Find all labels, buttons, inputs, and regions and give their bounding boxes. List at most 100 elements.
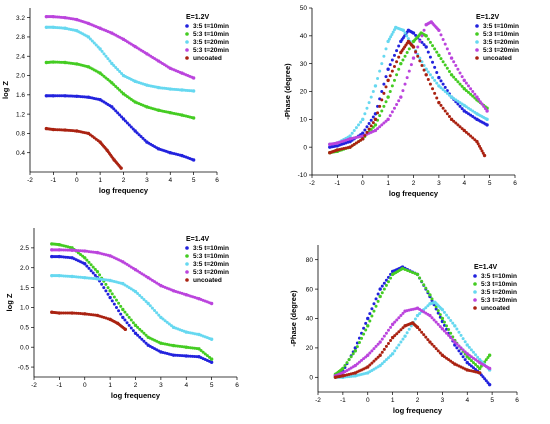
legend-marker [185,48,189,52]
data-point-interp [405,331,409,335]
data-point-interp [364,321,368,325]
data-point-interp [114,109,118,113]
x-axis-label: log frequency [99,186,149,195]
data-point [390,335,395,340]
data-point-interp [439,103,443,107]
data-point-interp [416,45,420,49]
data-point-interp [443,109,447,113]
data-point-interp [110,299,114,303]
data-point-interp [405,51,409,55]
data-point-interp [370,307,374,311]
data-point-interp [388,63,392,67]
data-point-interp [64,311,68,315]
data-point-interp [144,300,148,304]
data-point-interp [118,70,122,74]
data-point-interp [116,68,120,71]
data-point-interp [350,131,354,135]
data-point-interp [471,350,475,354]
data-point-interp [390,58,394,62]
data-point-interp [112,295,116,299]
data-point [411,31,416,35]
series-5 [328,39,487,158]
data-point-interp [399,328,403,332]
legend-entry: 3:5 t=20min [483,39,519,46]
data-point-interp [461,348,465,352]
data-point-interp [458,125,462,129]
data-point-interp [374,357,378,361]
data-point-interp [397,55,401,59]
x-tick-label: -1 [56,382,62,389]
data-point-interp [127,323,131,327]
data-point-interp [418,328,422,332]
data-point-interp [347,358,351,362]
data-point-interp [403,268,407,271]
data-point-interp [436,311,440,315]
data-point-interp [108,59,112,63]
legend-marker [185,40,189,44]
data-point [353,349,358,353]
data-point-interp [343,364,347,368]
data-point [487,366,492,371]
data-point-interp [362,357,366,361]
data-point-interp [467,357,471,361]
data-point-interp [439,86,443,90]
data-point-interp [376,127,380,131]
data-point-interp [456,123,460,127]
data-point-interp [384,75,388,79]
data-point-interp [369,118,373,122]
data-point [197,347,201,351]
data-point-interp [79,252,83,256]
data-point-interp [392,64,396,68]
data-point-interp [382,360,386,364]
data-point-interp [384,358,388,362]
data-point-interp [452,96,456,100]
data-point-interp [397,330,401,334]
data-point-interp [362,332,366,336]
legend-marker [475,24,479,28]
data-point [475,139,479,144]
data-point-interp [120,115,124,119]
series-2 [333,266,492,377]
data-point [123,327,128,332]
legend-title: E=1.4V [186,236,209,243]
data-point-interp [140,296,144,300]
data-point-interp [368,319,372,323]
data-point [477,371,482,375]
data-point [437,75,441,80]
data-point-interp [422,43,426,47]
data-point-interp [144,341,148,345]
data-point-interp [363,134,367,138]
data-point-interp [117,309,121,313]
data-point-interp [376,104,380,108]
data-point-interp [447,358,451,362]
data-point-interp [474,353,478,357]
data-point-interp [384,119,388,123]
x-tick-label: 3 [145,177,149,184]
data-point-interp [382,347,386,351]
data-point-interp [455,327,459,331]
data-point-interp [378,69,382,73]
data-point-interp [155,311,159,315]
data-point-interp [409,63,413,67]
legend-entry: 5:3 t=20min [481,297,517,304]
data-point-interp [458,101,462,105]
series-3 [50,273,214,341]
data-point-interp [376,77,380,81]
data-point-interp [401,89,405,93]
data-point-interp [471,356,475,360]
data-point-interp [382,82,386,86]
data-point-interp [464,130,468,134]
data-point-interp [91,271,95,275]
data-point-interp [478,100,482,104]
data-point-interp [393,349,397,353]
data-point-interp [142,298,146,302]
y-tick-label: 1.0 [20,305,29,312]
data-point-interp [148,304,152,308]
series-2 [44,60,196,120]
x-tick-label: 0 [366,397,370,404]
data-point-interp [456,67,460,71]
data-point-interp [142,331,146,335]
data-point-interp [144,333,148,337]
data-point-interp [469,92,473,96]
